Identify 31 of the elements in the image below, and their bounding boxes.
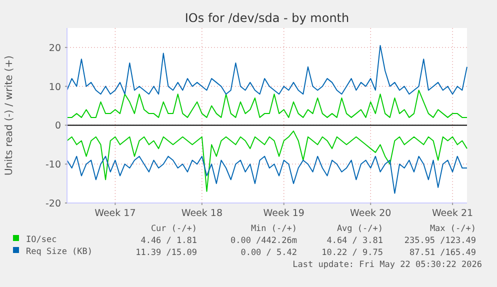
text: 4.64 / 3.81 [326,236,383,246]
y-tick-label: 20 [48,42,61,54]
y-tick-label: 10 [48,82,61,93]
text: 235.95 /123.49 [404,236,476,246]
y-tick-label: -10 [45,160,61,171]
y-axis-title: Units read (-) / write (+) [4,55,15,176]
text: Cur (-/+) [150,224,197,234]
legend-label: IO/sec [26,235,57,245]
text: 0.00 / 5.42 [240,248,297,258]
legend-label: Req Size (KB) [26,247,93,257]
text: Avg (-/+) [336,224,383,234]
line-series [66,90,468,118]
text: 11.39 /15.09 [136,248,197,258]
text: 87.51 /165.49 [409,248,476,258]
y-tick-label: 0 [54,120,61,132]
y-tick-label: -20 [45,198,61,210]
text: 10.22 / 9.75 [322,248,383,258]
chart-title: IOs for /dev/sda - by month [184,11,350,25]
x-tick-label: Week 19 [263,208,304,219]
text: Min (-/+) [250,224,297,234]
text: 4.46 / 1.81 [140,236,197,246]
x-tick-label: Week 17 [94,208,136,219]
line-series [66,156,468,194]
text: Last update: Fri May 22 05:30:22 2026 [292,260,482,270]
x-tick-label: Week 21 [432,208,474,219]
x-tick-label: Week 20 [350,208,392,219]
text: 0.00 /442.26m [230,236,297,246]
text: Max (-/+) [430,224,476,234]
x-tick-label: Week 18 [181,208,223,219]
line-series [66,130,468,192]
line-series [66,45,468,95]
